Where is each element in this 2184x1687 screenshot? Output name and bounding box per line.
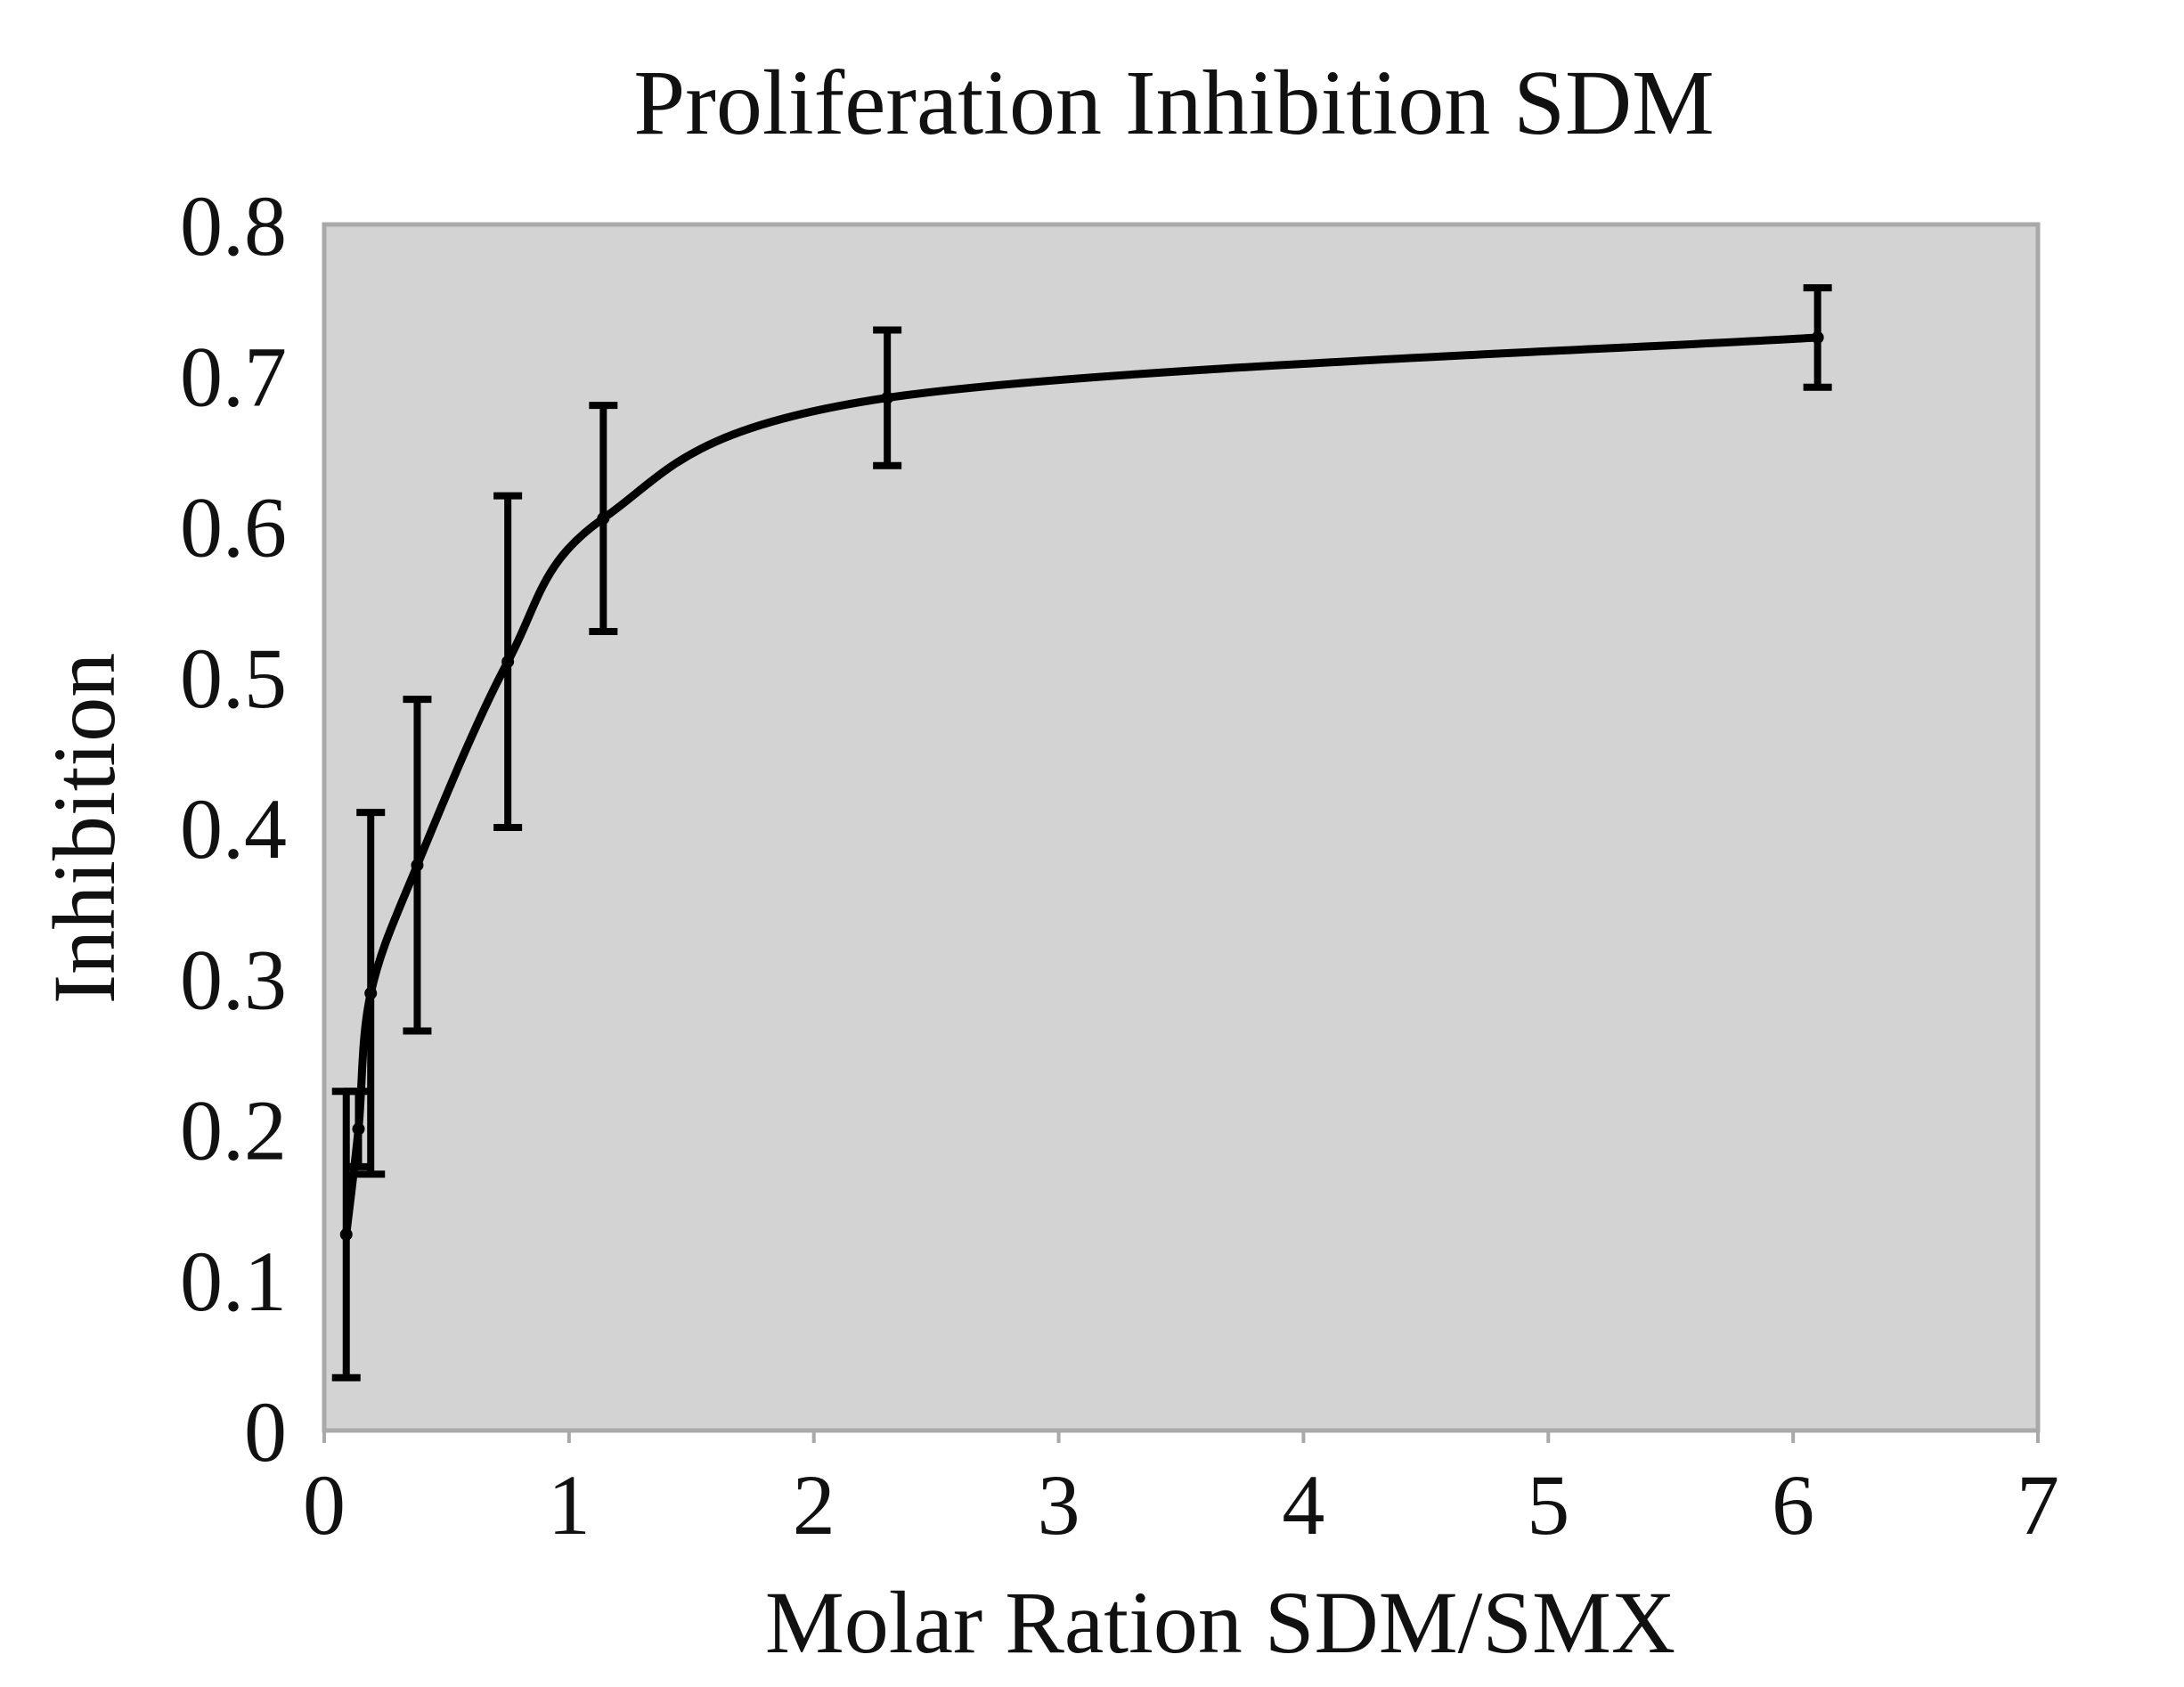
data-point: [881, 391, 894, 404]
x-tick-label: 5: [1527, 1457, 1569, 1553]
y-tick-label: 0.1: [180, 1234, 287, 1329]
data-point: [352, 1122, 365, 1136]
y-tick-label: 0.5: [180, 631, 287, 726]
y-tick-label: 0.2: [180, 1083, 287, 1178]
data-points: [339, 330, 1824, 1241]
y-tick-label: 0.4: [180, 781, 287, 876]
x-tick-label: 3: [1038, 1457, 1080, 1553]
chart-title: Proliferation Inhibition SDM: [633, 52, 1714, 154]
x-axis-label: Molar Ration SDM/SMX: [765, 1573, 1675, 1672]
x-tick-label: 0: [303, 1457, 346, 1553]
data-point: [501, 655, 515, 668]
data-point: [339, 1227, 353, 1241]
x-tick-label: 4: [1282, 1457, 1324, 1553]
y-tick-label: 0.6: [180, 480, 287, 575]
series-line: [342, 333, 1822, 1239]
data-point: [1811, 330, 1824, 344]
x-tick-label: 2: [793, 1457, 835, 1553]
data-point: [364, 987, 378, 1000]
y-tick-label: 0.7: [180, 329, 287, 424]
data-point: [411, 859, 424, 872]
y-axis-label: Inhibition: [35, 653, 134, 1004]
x-axis-ticks: 0 1 2 3 4 5 6 7: [303, 1430, 2059, 1553]
y-tick-label: 0.3: [180, 932, 287, 1027]
x-tick-label: 6: [1772, 1457, 1814, 1553]
plot-area: [322, 222, 2041, 1433]
x-tick-label: 1: [548, 1457, 591, 1553]
y-tick-label: 0: [244, 1384, 287, 1479]
x-tick-label: 7: [2017, 1457, 2059, 1553]
y-tick-label: 0.8: [180, 178, 287, 273]
y-axis-ticks: 0 0.1 0.2 0.3 0.4 0.5 0.6 0.7 0.8: [180, 178, 287, 1479]
data-point: [597, 512, 610, 526]
